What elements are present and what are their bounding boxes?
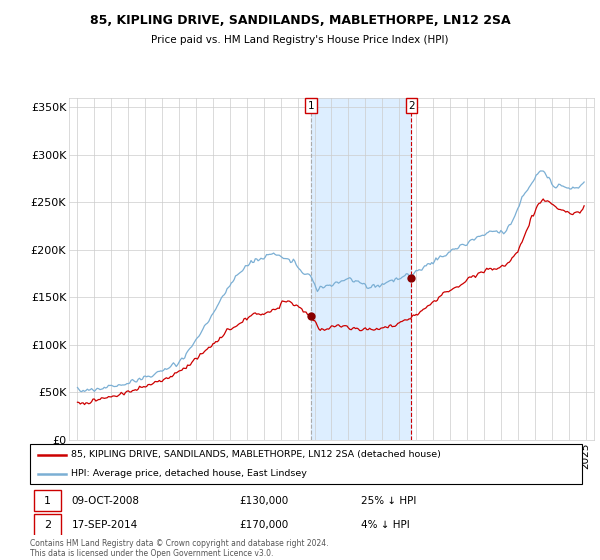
Bar: [311, 98, 412, 440]
Text: 17-SEP-2014: 17-SEP-2014: [71, 520, 137, 530]
Text: HPI: Average price, detached house, East Lindsey: HPI: Average price, detached house, East…: [71, 469, 307, 478]
Text: 85, KIPLING DRIVE, SANDILANDS, MABLETHORPE, LN12 2SA (detached house): 85, KIPLING DRIVE, SANDILANDS, MABLETHOR…: [71, 450, 441, 459]
Text: 1: 1: [44, 496, 51, 506]
Text: 2: 2: [44, 520, 51, 530]
Bar: [34, 514, 61, 536]
Text: £170,000: £170,000: [240, 520, 289, 530]
Bar: [34, 489, 61, 511]
Text: Contains HM Land Registry data © Crown copyright and database right 2024.
This d: Contains HM Land Registry data © Crown c…: [30, 539, 329, 558]
Text: 4% ↓ HPI: 4% ↓ HPI: [361, 520, 410, 530]
Text: Price paid vs. HM Land Registry's House Price Index (HPI): Price paid vs. HM Land Registry's House …: [151, 35, 449, 45]
Text: 1: 1: [307, 101, 314, 110]
Text: 2: 2: [408, 101, 415, 110]
Text: 25% ↓ HPI: 25% ↓ HPI: [361, 496, 416, 506]
Text: 85, KIPLING DRIVE, SANDILANDS, MABLETHORPE, LN12 2SA: 85, KIPLING DRIVE, SANDILANDS, MABLETHOR…: [89, 14, 511, 27]
Text: £130,000: £130,000: [240, 496, 289, 506]
Text: 09-OCT-2008: 09-OCT-2008: [71, 496, 139, 506]
